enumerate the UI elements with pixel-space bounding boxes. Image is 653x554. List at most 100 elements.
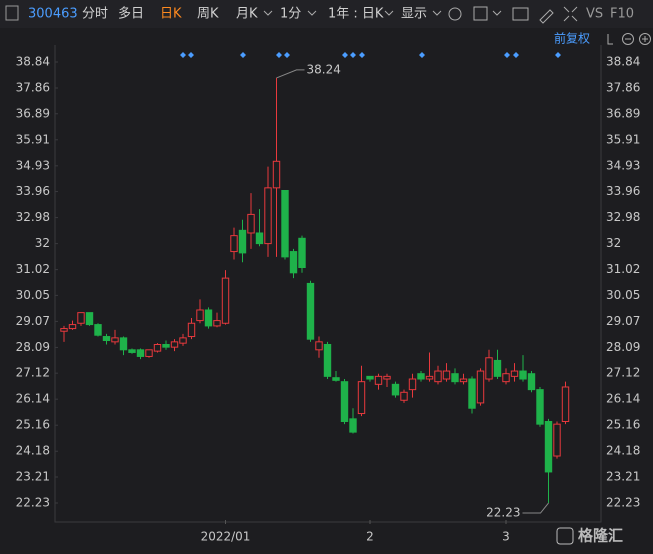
candle-body: [417, 373, 425, 380]
candle-body: [187, 322, 196, 338]
camera-icon[interactable]: [512, 7, 529, 21]
candle-body: [60, 328, 68, 332]
y-tick-label-right: 37.86: [606, 81, 640, 95]
candle-body: [476, 370, 485, 404]
settings-icon[interactable]: [448, 7, 462, 21]
candle-body: [281, 190, 289, 258]
tab[interactable]: 周K: [197, 7, 219, 22]
y-tick-label: 34.93: [16, 158, 50, 172]
candle-body: [94, 324, 102, 336]
y-tick-label-right: 22.23: [606, 496, 640, 510]
candle-body: [451, 373, 459, 383]
candle-body: [272, 160, 281, 189]
y-tick-label-right: 25.16: [606, 418, 640, 432]
candle-body: [213, 320, 221, 327]
y-tick-label: 32: [35, 236, 50, 250]
pen-icon[interactable]: [539, 9, 554, 24]
candle-body: [145, 349, 153, 357]
y-tick-label: 26.14: [16, 392, 50, 406]
candle-body: [298, 237, 306, 268]
y-tick-label: 23.21: [16, 469, 50, 483]
candle-body: [179, 337, 187, 344]
tab[interactable]: 显示: [401, 7, 427, 22]
candle-body: [264, 187, 272, 245]
candle-body: [255, 232, 264, 245]
low-annotation: 22.23: [486, 506, 520, 520]
y-tick-label-right: 26.14: [606, 392, 640, 406]
candle-body: [77, 312, 85, 324]
candle-body: [136, 349, 145, 357]
box-icon[interactable]: [473, 6, 488, 21]
candle-body: [383, 375, 391, 380]
adjust-toggle[interactable]: 前复权: [554, 31, 590, 46]
candle-body: [434, 370, 442, 383]
zoom-in[interactable]: [639, 33, 651, 45]
panel-icon[interactable]: [5, 5, 19, 21]
candle-body: [510, 370, 519, 377]
y-tick-label-right: 32.98: [606, 210, 640, 224]
watermark: 格隆汇: [578, 527, 623, 545]
y-tick-label: 36.89: [16, 106, 50, 120]
toolbar: [0, 0, 653, 28]
watermark-logo: [556, 527, 574, 545]
candle-body: [170, 341, 179, 348]
y-tick-label: 33.96: [16, 184, 50, 198]
y-tick-label-right: 27.12: [606, 366, 640, 380]
dropdown-arrows: [263, 10, 502, 16]
f10-button[interactable]: F10: [610, 7, 634, 22]
candle-body: [315, 341, 323, 351]
candle-body: [323, 343, 332, 377]
candle-body: [493, 359, 502, 377]
tab[interactable]: 1年 : 日K: [328, 7, 384, 22]
vs-button[interactable]: VS: [586, 7, 603, 22]
candle-body: [332, 377, 340, 381]
expand-icon[interactable]: [563, 6, 578, 22]
tab[interactable]: 1分: [280, 7, 301, 22]
y-tick-label-right: 36.89: [606, 106, 640, 120]
y-tick-label-right: 23.21: [606, 469, 640, 483]
y-tick-label: 30.05: [16, 288, 50, 302]
candle-body: [85, 312, 94, 326]
candle-body: [502, 373, 510, 383]
candle-body: [400, 391, 408, 401]
candle-body: [468, 378, 476, 409]
zoom-glyphs: [607, 34, 648, 45]
candle-body: [425, 375, 434, 380]
candle-body: [357, 381, 366, 415]
candle-body: [153, 343, 162, 352]
candle-body: [162, 343, 170, 348]
candle-body: [536, 389, 544, 425]
y-tick-label-right: 32: [606, 236, 621, 250]
y-tick-label-right: 38.84: [606, 54, 640, 68]
stock-code[interactable]: 300463: [28, 7, 78, 22]
high-annotation: 38.24: [307, 62, 341, 76]
candle-body: [485, 357, 493, 380]
y-tick-label-right: 35.91: [606, 132, 640, 146]
x-tick-label: 2022/01: [201, 530, 251, 544]
annotation-leader: [522, 502, 549, 514]
candle-body: [119, 337, 128, 351]
tab-active[interactable]: 日K: [160, 7, 182, 22]
candle-body: [128, 349, 136, 353]
candle-body: [102, 336, 111, 342]
x-tick-label: 3: [502, 530, 510, 544]
y-tick-label-right: 30.05: [606, 288, 640, 302]
y-tick-label: 32.98: [16, 210, 50, 224]
candle-body: [221, 277, 230, 324]
candle-body: [459, 378, 468, 383]
candle-body: [204, 309, 213, 327]
y-tick-label: 28.09: [16, 340, 50, 354]
tab[interactable]: 月K: [236, 7, 258, 22]
zoom-icons: [607, 33, 651, 45]
zoom-out[interactable]: [622, 33, 634, 45]
x-tick-label: 2: [366, 530, 374, 544]
candle-body: [238, 229, 247, 254]
y-tick-label-right: 31.02: [606, 262, 640, 276]
candle-body: [230, 235, 238, 253]
candle-body: [366, 375, 374, 380]
tab[interactable]: 分时: [82, 7, 108, 22]
tab[interactable]: 多日: [118, 6, 144, 22]
y-tick-label: 22.23: [16, 496, 50, 510]
candle-body: [306, 282, 315, 340]
candle-body: [391, 383, 400, 396]
